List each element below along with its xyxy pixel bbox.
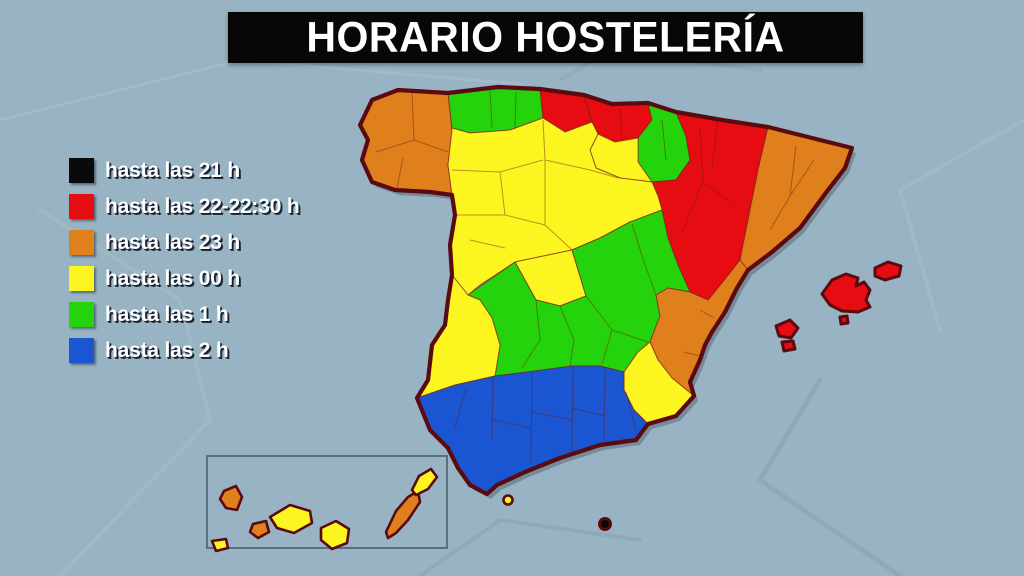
- legend-item-21h: hasta las 21 h: [69, 158, 299, 183]
- region-tenerife: [268, 503, 314, 535]
- legend-label: hasta las 21 h: [105, 158, 240, 182]
- canary-inset-box: [206, 455, 448, 549]
- region-el-hierro: [210, 537, 230, 553]
- region-lanzarote: [410, 467, 439, 497]
- legend-item-23h: hasta las 23 h: [69, 230, 299, 255]
- legend-swatch-yellow: [69, 266, 94, 291]
- region-ibiza: [774, 318, 800, 340]
- coastline-border: [357, 84, 855, 497]
- region-cabrera: [838, 314, 850, 326]
- region-mallorca: [820, 272, 872, 314]
- legend-label: hasta las 00 h: [105, 266, 240, 290]
- mainland-regions: [359, 86, 853, 495]
- region-ceuta: [502, 494, 514, 506]
- title-bar: HORARIO HOSTELERÍA: [228, 12, 863, 63]
- legend-swatch-red: [69, 194, 94, 219]
- legend-swatch-green: [69, 302, 94, 327]
- region-la-palma: [218, 484, 244, 512]
- canary-islands: [210, 467, 439, 553]
- legend-label: hasta las 22-22:30 h: [105, 194, 300, 218]
- region-gran-canaria: [319, 519, 351, 551]
- balearic-islands: [774, 260, 903, 353]
- province-borders: [375, 89, 815, 463]
- legend: hasta las 21 h hasta las 22-22:30 h hast…: [69, 158, 300, 374]
- legend-item-1h: hasta las 1 h: [69, 302, 299, 327]
- page-title: HORARIO HOSTELERÍA: [306, 13, 785, 61]
- legend-item-2h: hasta las 2 h: [69, 338, 299, 363]
- region-la-gomera: [248, 519, 271, 540]
- region-fuerteventura: [384, 489, 422, 540]
- legend-label: hasta las 23 h: [105, 230, 240, 254]
- region-menorca: [873, 260, 903, 282]
- legend-label: hasta las 1 h: [105, 302, 229, 326]
- legend-swatch-black: [69, 158, 94, 183]
- region-formentera: [780, 339, 797, 353]
- legend-item-00h: hasta las 00 h: [69, 266, 299, 291]
- legend-item-22h: hasta las 22-22:30 h: [69, 194, 300, 219]
- region-melilla: [598, 517, 612, 531]
- legend-swatch-blue: [69, 338, 94, 363]
- legend-swatch-orange: [69, 230, 94, 255]
- legend-label: hasta las 2 h: [105, 338, 229, 362]
